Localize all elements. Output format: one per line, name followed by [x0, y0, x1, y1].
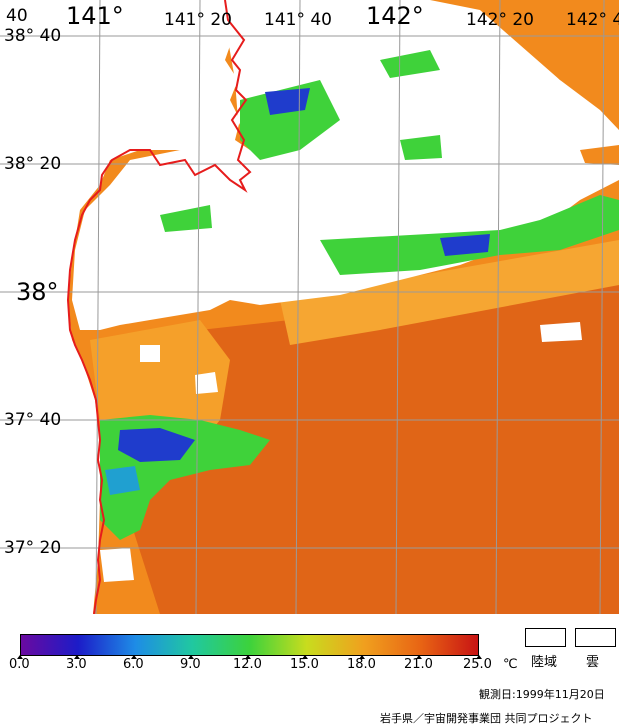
land-key-swatch [525, 628, 566, 647]
cloud-key-label: 雲 [586, 655, 600, 670]
cloud-patch-1 [140, 345, 160, 362]
lat-label-38-20: 38° 20 [4, 154, 62, 174]
lon-label-141-20: 141° 20 [164, 10, 232, 30]
lon-label-142: 142° [366, 2, 424, 30]
lon-label-142-20: 142° 20 [466, 10, 534, 30]
scale-label-9: 9.0 [180, 657, 201, 672]
scale-tick-mark [245, 655, 251, 659]
credit-line: 岩手県／宇宙開発事業団 共同プロジェクト [380, 712, 593, 725]
scale-tick-mark [416, 655, 422, 659]
lon-label-141-40: 141° 40 [264, 10, 332, 30]
lon-label-142-40: 142° 4 [566, 10, 619, 30]
scale-label-3: 3.0 [66, 657, 87, 672]
scale-tick-mark [188, 655, 194, 659]
scale-label-15: 15.0 [290, 657, 319, 672]
land-key-label: 陸域 [531, 655, 558, 670]
cold-water-mid [320, 195, 619, 275]
scale-unit: ℃ [503, 657, 518, 672]
lat-label-37-40: 37° 40 [4, 410, 62, 430]
scale-tick-mark [476, 655, 482, 659]
cold-core-north [265, 88, 310, 115]
ne-sea-patch-2 [580, 145, 619, 165]
cloud-patch-2 [195, 372, 218, 394]
lon-label-140-40: 40 [6, 6, 28, 26]
cloud-patch-3 [540, 322, 582, 342]
cloud-patch-5 [100, 548, 134, 582]
cold-core-south [118, 428, 195, 462]
scale-label-6: 6.0 [123, 657, 144, 672]
scale-tick-mark [74, 655, 80, 659]
lat-label-38: 38° [16, 278, 59, 306]
scale-tick-mark [302, 655, 308, 659]
sst-map: 40 141° 141° 20 141° 40 142° 142° 20 142… [0, 0, 619, 614]
scale-label-0: 0.0 [9, 657, 30, 672]
scale-label-21: 21.0 [404, 657, 433, 672]
scale-label-18: 18.0 [347, 657, 376, 672]
scale-label-25: 25.0 [463, 657, 492, 672]
lon-label-141: 141° [66, 2, 124, 30]
grid [0, 0, 619, 614]
scale-label-12: 12.0 [233, 657, 262, 672]
lat-label-37-20: 37° 20 [4, 538, 62, 558]
scale-tick-mark [131, 655, 137, 659]
cold-water-north-2 [380, 50, 440, 78]
lat-label-38-40: 38° 40 [4, 26, 62, 46]
coastline [66, 0, 252, 614]
cold-water-north [240, 80, 340, 160]
cold-core-mid [440, 234, 490, 256]
temperature-color-scale [20, 634, 479, 656]
observation-date: 観測日:1999年11月20日 [479, 688, 605, 701]
cloud-key-swatch [575, 628, 616, 647]
ne-sea-patch [430, 0, 619, 130]
sea-surface-temperature-image [0, 0, 619, 614]
scale-tick-mark [359, 655, 365, 659]
cold-water-north-3 [400, 135, 442, 160]
scale-tick-mark [17, 655, 23, 659]
cold-core-south-2 [105, 466, 140, 495]
